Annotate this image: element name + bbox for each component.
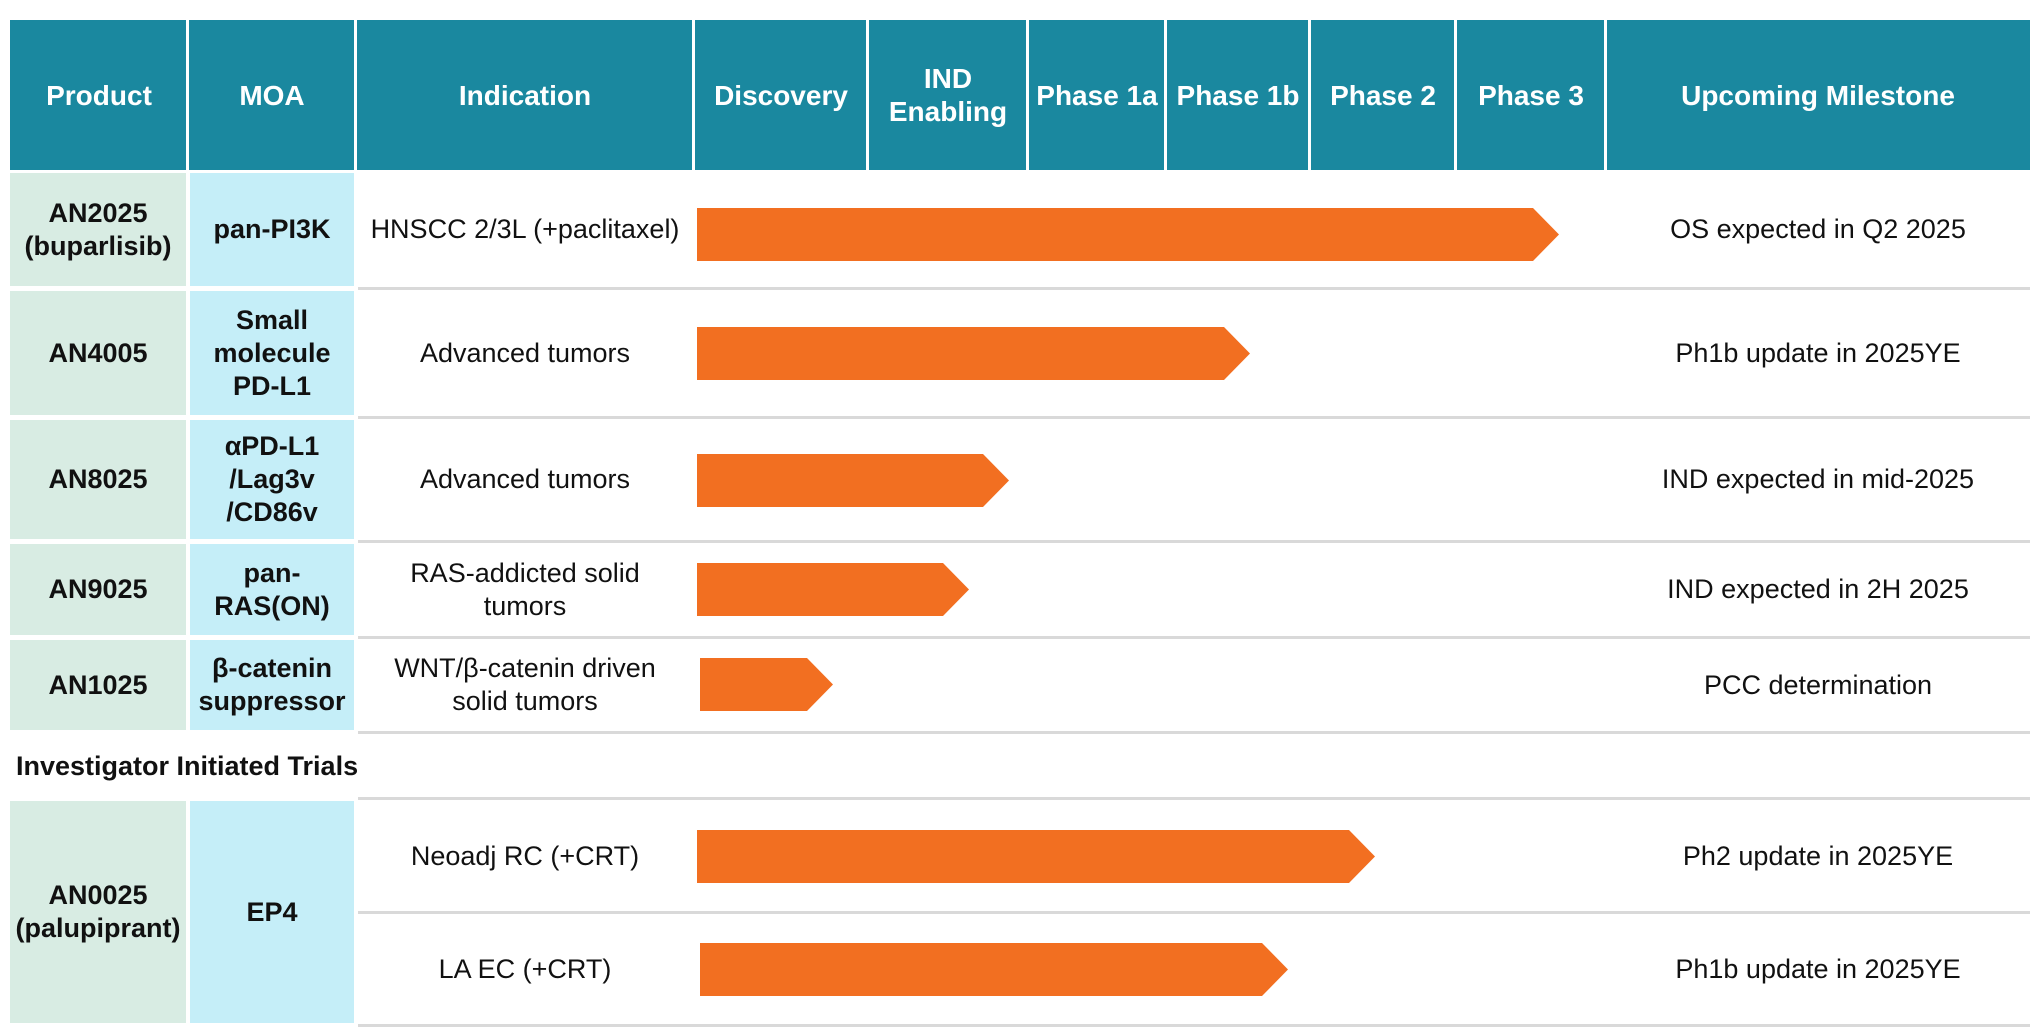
milestone-cell: OS expected in Q2 2025 — [1670, 214, 1966, 244]
header-divider — [1164, 20, 1167, 170]
milestone-cell: Ph1b update in 2025YE — [1675, 953, 1961, 984]
header-divider — [866, 20, 869, 170]
product-cell: AN8025 — [10, 420, 186, 539]
header-phase-1b: Phase 1b — [1166, 20, 1310, 170]
moa-cell: αPD-L1 /Lag3v /CD86v — [190, 420, 354, 539]
section-divider — [358, 797, 2030, 800]
header-divider — [1026, 20, 1029, 170]
row-divider — [358, 287, 2030, 290]
product-cell: AN1025 — [10, 640, 186, 730]
moa-cell: pan- RAS(ON) — [190, 544, 354, 635]
progress-arrow-ind-enabling — [697, 563, 969, 616]
milestone-cell: IND expected in mid-2025 — [1661, 464, 1975, 494]
indication-cell: Neoadj RC (+CRT) — [410, 840, 640, 871]
moa-cell: pan-PI3K — [190, 173, 354, 286]
header-phase-1a: Phase 1a — [1028, 20, 1166, 170]
header-discovery: Discovery — [694, 20, 868, 170]
progress-arrow-discovery — [700, 658, 833, 711]
header-divider — [692, 20, 695, 170]
product-cell: AN4005 — [10, 291, 186, 415]
moa-cell: EP4 — [190, 801, 354, 1023]
row-divider — [358, 540, 2030, 543]
indication-cell: HNSCC 2/3L (+paclitaxel) — [370, 214, 680, 244]
header-phase-3: Phase 3 — [1456, 20, 1606, 170]
indication-cell: RAS-addicted solid tumors — [410, 557, 640, 621]
indication-cell: WNT/β-catenin driven solid tumors — [394, 653, 656, 716]
milestone-cell: Ph2 update in 2025YE — [1682, 840, 1954, 871]
progress-arrow-phase-1b — [697, 327, 1250, 380]
header-divider — [1454, 20, 1457, 170]
header-divider — [186, 20, 189, 170]
milestone-cell: IND expected in 2H 2025 — [1667, 574, 1969, 604]
progress-arrow-phase-2 — [697, 830, 1375, 883]
header-divider — [354, 20, 357, 170]
row-divider — [358, 636, 2030, 639]
milestone-cell: PCC determination — [1703, 669, 1933, 700]
row-divider — [358, 911, 2030, 914]
indication-cell: Advanced tumors — [419, 464, 631, 494]
header-milestone: Upcoming Milestone — [1606, 20, 2030, 170]
header-product: Product — [10, 20, 188, 170]
moa-cell: Small molecule PD-L1 — [190, 291, 354, 415]
moa-cell: β-catenin suppressor — [190, 640, 354, 730]
product-cell: AN0025 (palupiprant) — [10, 801, 186, 1023]
product-cell: AN2025 (buparlisib) — [10, 173, 186, 286]
header-moa: MOA — [188, 20, 356, 170]
header-phase-2: Phase 2 — [1310, 20, 1456, 170]
indication-cell: Advanced tumors — [419, 337, 631, 368]
row-divider — [358, 731, 2030, 734]
indication-cell: LA EC (+CRT) — [438, 953, 612, 984]
section-title: Investigator Initiated Trials — [16, 750, 359, 781]
product-cell: AN9025 — [10, 544, 186, 635]
row-divider — [358, 416, 2030, 419]
header-divider — [1308, 20, 1311, 170]
progress-arrow-phase-1b — [700, 943, 1288, 996]
row-divider — [358, 1024, 2030, 1027]
header-divider — [1604, 20, 1607, 170]
header-indication: Indication — [356, 20, 694, 170]
milestone-cell: Ph1b update in 2025YE — [1675, 337, 1961, 368]
progress-arrow-phase-3 — [697, 208, 1559, 261]
progress-arrow-ind-enabling — [697, 454, 1009, 507]
header-ind-enabling: IND Enabling — [868, 20, 1028, 170]
